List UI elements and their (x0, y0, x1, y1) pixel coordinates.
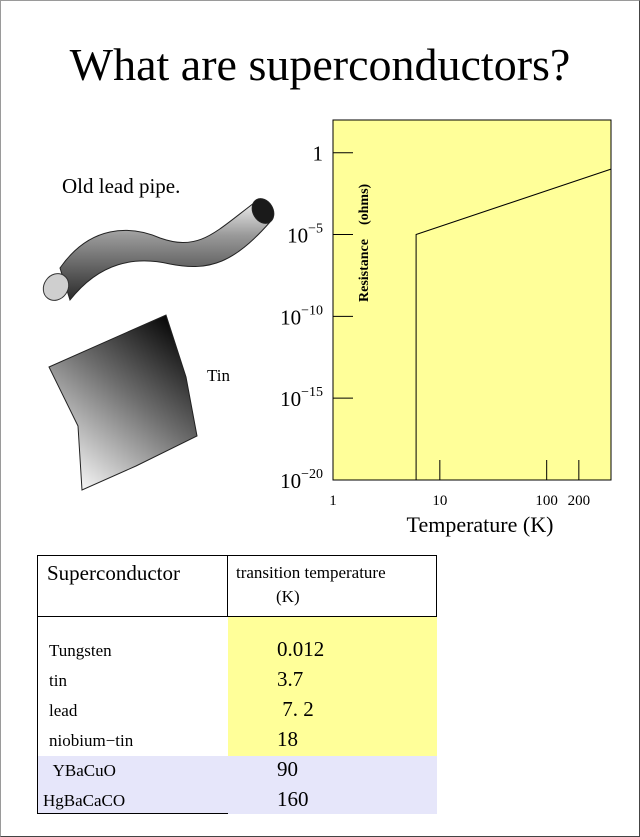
axis-ticks (332, 152, 580, 481)
tin-sheet-illustration (48, 314, 198, 491)
table-row-temp: 3.7 (277, 667, 304, 691)
x-tick-label: 1 (329, 493, 337, 509)
header-unit: (K) (276, 587, 300, 606)
y-tick-label: 10−20 (280, 467, 323, 493)
table-values-yellow (228, 617, 437, 756)
y-tick-base: 10 (280, 305, 301, 329)
table-row-material: lead (49, 701, 78, 720)
table-row-material: niobium−tin (49, 731, 134, 750)
slide-title: What are superconductors? (69, 39, 571, 90)
y-tick-label: 10−5 (287, 222, 323, 248)
y-tick-label: 1 (313, 142, 324, 166)
superconductor-table: Superconductor transition temperature (K… (37, 555, 437, 814)
x-tick-label: 200 (568, 493, 591, 509)
table-row-temp: 7. 2 (277, 697, 314, 721)
table-row-temp: 160 (277, 787, 309, 811)
y-tick-exponent: −15 (301, 385, 323, 400)
table-body-left (37, 617, 228, 814)
y-tick-base: 10 (280, 387, 301, 411)
table-row-material: Tungsten (49, 641, 112, 660)
table-row-material: YBaCuO (49, 761, 116, 780)
header-transition-temperature: transition temperature (236, 563, 386, 582)
table-row-material: HgBaCaCO (43, 791, 126, 810)
x-tick-label: 100 (535, 493, 558, 509)
table-values-lavender (228, 756, 437, 814)
lead-pipe-illustration (42, 198, 275, 302)
x-tick-label: 10 (432, 493, 447, 509)
tin-label: Tin (207, 366, 231, 385)
table-row-material: tin (49, 671, 67, 690)
table-body-lavender-left (38, 756, 228, 813)
table-row-temp: 90 (277, 757, 298, 781)
x-tick-labels: 1 10 100 200 (329, 493, 590, 509)
y-axis-label: Resistance (ohms) (357, 183, 372, 302)
y-tick-label: 10−10 (280, 303, 323, 329)
table-header-row (37, 555, 437, 617)
pipe-label: Old lead pipe. (62, 174, 181, 198)
y-tick-exponent: −5 (308, 222, 323, 237)
y-tick-base: 10 (287, 224, 308, 248)
header-superconductor: Superconductor (47, 561, 180, 585)
y-tick-base: 1 (313, 142, 324, 166)
y-tick-exponent: −20 (301, 467, 323, 482)
table-column-divider (227, 555, 228, 617)
x-axis-label: Temperature (K) (407, 512, 554, 537)
y-tick-exponent: −10 (301, 303, 323, 318)
y-tick-label: 10−15 (280, 385, 323, 411)
table-row-temp: 18 (277, 727, 298, 751)
plot-area (332, 119, 612, 481)
resistance-curve (415, 168, 612, 480)
table-row-temp: 0.012 (277, 637, 325, 661)
y-tick-base: 10 (280, 469, 301, 493)
